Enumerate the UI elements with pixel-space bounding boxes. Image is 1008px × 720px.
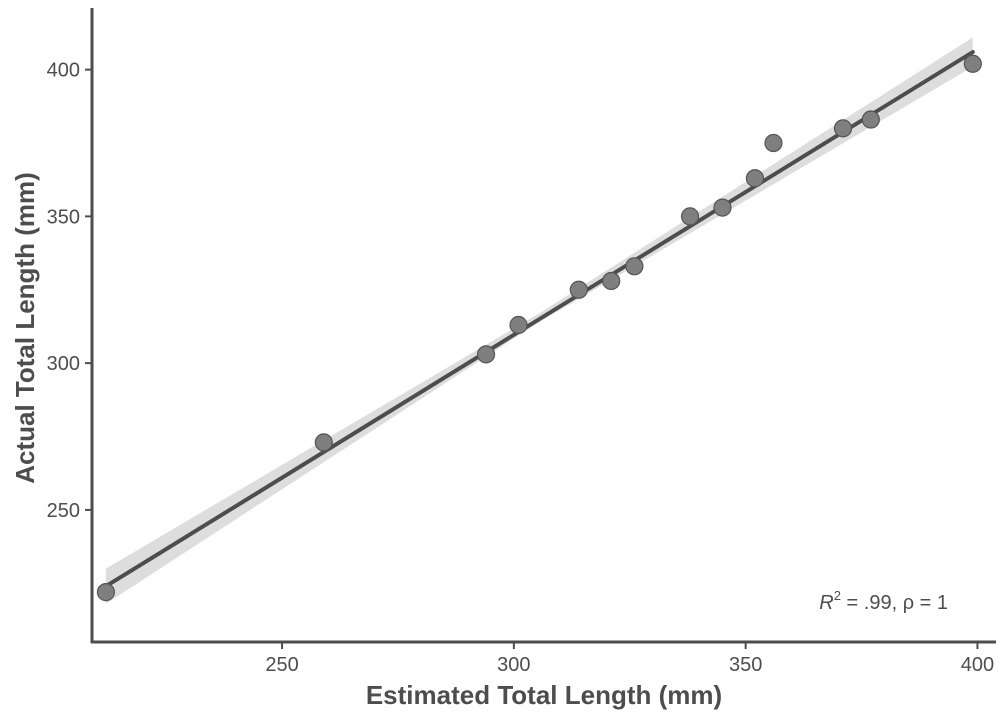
data-point — [602, 271, 621, 291]
x-tick-label: 300 — [497, 654, 530, 676]
data-point — [833, 119, 853, 138]
y-tick-label: 300 — [47, 353, 80, 375]
data-point — [476, 345, 496, 364]
r-squared-symbol: R — [819, 592, 833, 614]
data-point — [569, 280, 588, 299]
axes-layer: 250 300 350 400 250 300 350 400 — [47, 8, 996, 676]
data-point — [713, 198, 732, 217]
data-point — [861, 110, 880, 129]
data-points-layer — [96, 54, 982, 602]
data-point — [963, 54, 982, 73]
data-point — [680, 207, 700, 226]
fit-stats-values: = .99, ρ = 1 — [841, 592, 948, 614]
data-point — [745, 169, 765, 188]
y-tick-label: 400 — [47, 60, 80, 82]
x-tick-label: 350 — [729, 654, 762, 676]
x-axis-title: Estimated Total Length (mm) — [366, 680, 722, 710]
data-point — [625, 257, 644, 276]
data-point — [96, 583, 116, 602]
x-tick-label: 400 — [961, 654, 994, 676]
y-axis-title: Actual Total Length (mm) — [10, 172, 40, 484]
y-tick-label: 250 — [47, 500, 80, 522]
fit-stats-annotation: R2 = .99, ρ = 1 — [819, 588, 948, 614]
x-tick-label: 250 — [265, 654, 298, 676]
data-point — [509, 315, 528, 335]
data-point — [764, 133, 783, 153]
fit-line-layer — [103, 50, 975, 589]
r-squared-exponent: 2 — [834, 588, 841, 603]
y-tick-label: 350 — [47, 206, 80, 228]
regression-line — [103, 50, 975, 589]
data-point — [314, 433, 333, 452]
